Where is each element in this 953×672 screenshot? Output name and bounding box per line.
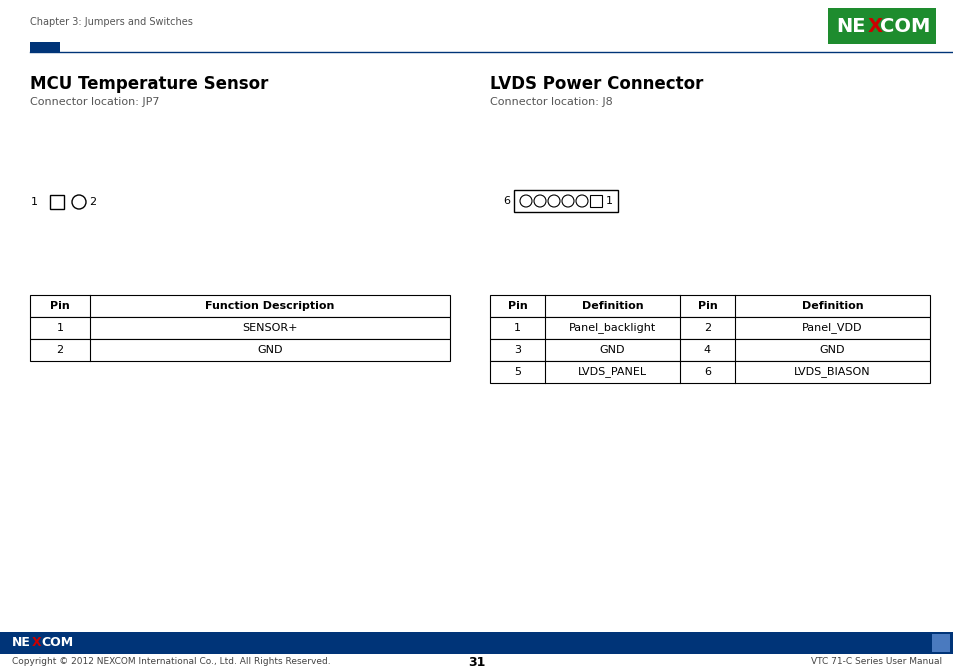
Text: GND: GND <box>599 345 624 355</box>
Text: Pin: Pin <box>697 301 717 311</box>
Bar <box>490 339 929 361</box>
Text: 3: 3 <box>514 345 520 355</box>
Bar <box>490 295 929 317</box>
Circle shape <box>519 195 532 207</box>
Text: GND: GND <box>819 345 844 355</box>
Bar <box>30 317 450 339</box>
Text: Panel_VDD: Panel_VDD <box>801 323 862 333</box>
Bar <box>931 634 949 652</box>
Circle shape <box>547 195 559 207</box>
Text: LVDS_PANEL: LVDS_PANEL <box>578 366 646 378</box>
Bar <box>30 339 450 361</box>
Bar <box>30 42 60 52</box>
Text: 1: 1 <box>605 196 613 206</box>
Text: Definition: Definition <box>581 301 642 311</box>
Text: COM: COM <box>879 17 929 36</box>
Text: 31: 31 <box>468 655 485 669</box>
Circle shape <box>71 195 86 209</box>
Text: Pin: Pin <box>51 301 70 311</box>
Text: LVDS Power Connector: LVDS Power Connector <box>490 75 702 93</box>
Text: 1: 1 <box>514 323 520 333</box>
Bar <box>30 295 450 317</box>
Text: Panel_backlight: Panel_backlight <box>568 323 656 333</box>
Text: Connector location: J8: Connector location: J8 <box>490 97 612 107</box>
Text: NE: NE <box>835 17 864 36</box>
Text: Pin: Pin <box>507 301 527 311</box>
Bar <box>0 632 953 654</box>
Bar <box>827 8 935 44</box>
Text: VTC 71-C Series User Manual: VTC 71-C Series User Manual <box>810 657 941 667</box>
Text: 5: 5 <box>514 367 520 377</box>
Text: 2: 2 <box>89 197 96 207</box>
Text: 2: 2 <box>703 323 710 333</box>
Circle shape <box>576 195 587 207</box>
Bar <box>490 317 929 339</box>
Text: Connector location: JP7: Connector location: JP7 <box>30 97 159 107</box>
Text: GND: GND <box>257 345 282 355</box>
Bar <box>514 190 618 212</box>
Text: 1: 1 <box>56 323 64 333</box>
Text: LVDS_BIASON: LVDS_BIASON <box>793 366 870 378</box>
Bar <box>589 195 601 207</box>
Text: X: X <box>867 17 882 36</box>
Text: X: X <box>32 636 42 650</box>
Text: 4: 4 <box>703 345 710 355</box>
Text: 2: 2 <box>56 345 64 355</box>
Text: Copyright © 2012 NEXCOM International Co., Ltd. All Rights Reserved.: Copyright © 2012 NEXCOM International Co… <box>12 657 331 667</box>
Text: Function Description: Function Description <box>205 301 335 311</box>
Text: 6: 6 <box>703 367 710 377</box>
Text: Definition: Definition <box>801 301 862 311</box>
Circle shape <box>561 195 574 207</box>
Text: NE: NE <box>12 636 30 650</box>
Text: COM: COM <box>41 636 73 650</box>
Text: MCU Temperature Sensor: MCU Temperature Sensor <box>30 75 268 93</box>
Text: 6: 6 <box>502 196 510 206</box>
Circle shape <box>534 195 545 207</box>
Text: SENSOR+: SENSOR+ <box>242 323 297 333</box>
Bar <box>490 361 929 383</box>
Bar <box>50 195 64 209</box>
Text: Chapter 3: Jumpers and Switches: Chapter 3: Jumpers and Switches <box>30 17 193 27</box>
Text: 1: 1 <box>30 197 38 207</box>
